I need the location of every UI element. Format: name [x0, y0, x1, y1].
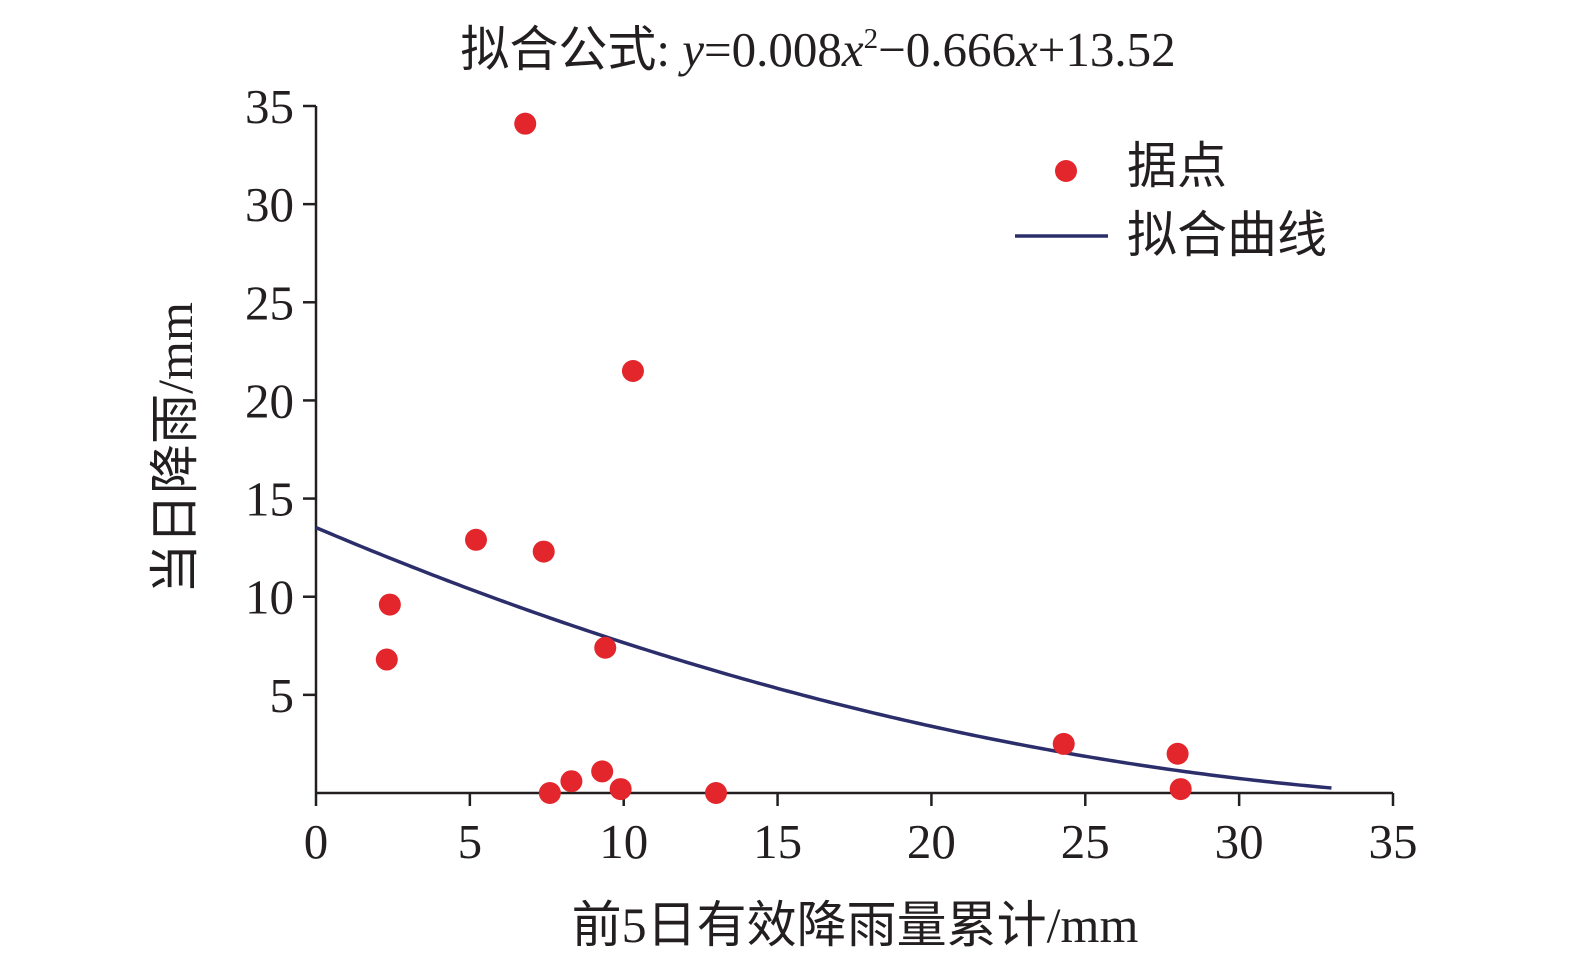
y-tick-label: 5 — [270, 668, 295, 723]
data-point — [591, 760, 614, 783]
y-tick-label: 10 — [245, 570, 294, 625]
x-axis-label: 前5日有效降雨量累计/mm — [572, 897, 1139, 953]
y-tick-label: 35 — [245, 79, 294, 134]
title-exponent: 2 — [864, 23, 879, 55]
data-point — [594, 636, 617, 659]
x-tick-label: 5 — [458, 814, 483, 869]
y-tick-label: 25 — [245, 275, 294, 330]
title-coef-b: −0.666 — [878, 22, 1016, 77]
title-coef-c: +13.52 — [1038, 22, 1176, 77]
x-tick-label: 0 — [304, 814, 329, 869]
data-point — [560, 770, 583, 793]
y-tick-label: 30 — [245, 177, 294, 232]
legend-marker-points — [1055, 160, 1077, 182]
data-point — [532, 540, 555, 563]
legend-label-points: 据点 — [1127, 138, 1227, 194]
y-tick-label: 20 — [245, 373, 294, 428]
fit-curve — [315, 526, 1332, 790]
data-point — [514, 112, 537, 135]
data-point — [705, 782, 728, 804]
data-point — [465, 528, 488, 551]
axes: 0 5 10 15 20 25 30 35 5 10 15 20 25 30 35 — [245, 79, 1418, 869]
title-prefix: 拟合公式: — [460, 22, 682, 77]
title-x-squared: x — [841, 22, 864, 77]
data-points — [375, 112, 1192, 804]
title-x: x — [1015, 22, 1038, 77]
x-tick-label: 10 — [599, 814, 648, 869]
fit-curve-group — [315, 526, 1332, 790]
x-tick-label: 20 — [907, 814, 956, 869]
legend-label-curve: 拟合曲线 — [1127, 207, 1327, 263]
x-tick-label: 25 — [1061, 814, 1110, 869]
data-point — [378, 593, 401, 616]
x-tick-label: 35 — [1369, 814, 1418, 869]
y-tick-label: 15 — [245, 472, 294, 527]
data-point — [1169, 778, 1192, 801]
data-point — [538, 782, 561, 804]
data-point — [621, 359, 644, 382]
x-tick-label: 15 — [753, 814, 802, 869]
x-tick-label: 30 — [1215, 814, 1264, 869]
chart-title: 拟合公式: y=0.008x2−0.666x+13.52 — [460, 22, 1175, 77]
y-axis-label: 当日降雨/mm — [147, 302, 203, 594]
data-point — [1166, 742, 1189, 765]
data-point — [609, 778, 632, 801]
title-y: y — [677, 22, 704, 77]
title-coef-a: =0.008 — [704, 22, 842, 77]
svg-text:拟合公式: y=0.008x2−0.666x+13.52: 拟合公式: y=0.008x2−0.666x+13.52 — [460, 22, 1175, 77]
data-point — [1052, 732, 1075, 755]
data-point — [375, 648, 398, 671]
